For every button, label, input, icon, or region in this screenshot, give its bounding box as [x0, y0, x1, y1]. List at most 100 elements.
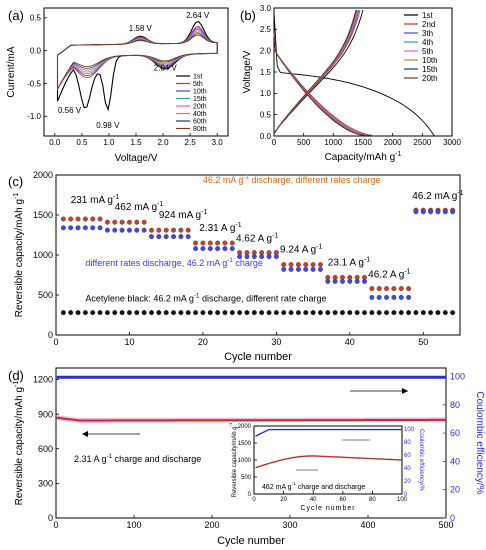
panel-c-red-point — [75, 216, 81, 222]
panel-c-blue-point — [104, 227, 110, 233]
panel-d-inset-y2-tick-label: 0 — [404, 492, 408, 498]
panel-c-rate-label: 462 mA g-1 — [115, 201, 164, 213]
panel-d-inset-y-tick-label: 0 — [248, 492, 252, 498]
panel-c-rate-label: 46.2 mA g-1 — [412, 190, 463, 202]
panel-c-blue-point — [193, 246, 199, 252]
panel-a-cv-curves: (a) 0.0 0.5 1.0 1.5 2.0 2.5 3.0 0.5 0.0 -0.5 -1.0 Vo… — [6, 7, 229, 164]
panel-c-black-point — [149, 310, 154, 316]
panel-b-legend-label: 20th — [422, 74, 438, 83]
panel-b-charge-15th — [273, 9, 357, 135]
panel-d-x-tick-label: 100 — [126, 520, 141, 530]
panel-c-black-point — [75, 310, 81, 316]
panel-a-legend-label: 1st — [193, 74, 202, 81]
panel-b-y-tick-label: 1.0 — [260, 89, 272, 98]
panel-d-arrow-left-head — [82, 431, 88, 437]
panel-c-black-point — [82, 310, 88, 316]
panel-b-charge-discharge: (b) 0 500 1000 1500 2000 2500 3000 0.0 0.5 1.0 1.5 2… — [240, 4, 461, 163]
panel-a-legend-label: 40th — [193, 111, 207, 118]
panel-b-y-tick-label: 2.5 — [260, 25, 272, 34]
panel-c-black-point — [244, 310, 250, 316]
panel-c-black-point — [295, 310, 301, 316]
panel-b-legend-label: 3th — [422, 29, 433, 38]
panel-c-y-tick-label: 0 — [48, 330, 53, 340]
panel-c-black-point — [413, 310, 419, 316]
panel-b-ylabel: Voltage/V — [242, 50, 253, 93]
panel-c-blue-point — [141, 227, 147, 233]
panel-d-y2-tick-label: 60 — [450, 428, 460, 438]
panel-d-x-tick-label: 400 — [360, 520, 375, 530]
panel-c-blue-point — [134, 227, 140, 233]
panel-a-annotation: 2.64 V — [186, 11, 210, 20]
panel-c-blue-point — [347, 278, 353, 284]
panel-c-x-tick-label: 10 — [124, 337, 134, 347]
panel-a-x-tick-label: 1.0 — [103, 138, 115, 147]
panel-b-x-tick-label: 1500 — [354, 138, 372, 147]
panel-b-discharge-2nd — [273, 33, 372, 136]
panel-c-y-tick-label: 2000 — [33, 170, 53, 180]
panel-b-legend-label: 5th — [422, 47, 433, 56]
panel-d-inset-y2-tick-label: 20 — [404, 479, 411, 485]
panel-c-black-point — [259, 310, 265, 316]
panel-b-legend-label: 2nd — [422, 20, 435, 29]
panel-c-blue-point — [281, 266, 287, 272]
panel-c-black-point — [420, 310, 426, 316]
panel-c-rate-label: 4.62 A g-1 — [236, 232, 278, 244]
panel-a-letter: (a) — [8, 8, 24, 23]
panel-c-black-point — [428, 310, 434, 316]
panel-c-black-point — [60, 310, 66, 316]
panel-c-letter: (c) — [8, 174, 23, 189]
panel-d-arrow-right-head — [402, 388, 408, 394]
panel-a-annotation: 0.98 V — [96, 121, 120, 130]
panel-c-black-point — [281, 310, 287, 316]
panel-d-inset-x-tick-label: 0 — [252, 497, 256, 503]
panel-c-red-point — [127, 219, 132, 225]
panel-d-x-tick-label: 500 — [438, 520, 453, 530]
panel-c-black-point — [362, 310, 367, 316]
panel-c-blue-point — [119, 227, 125, 233]
panel-d-inset-x-tick-label: 80 — [369, 497, 376, 503]
panel-d-y2-tick-label: 0 — [450, 513, 455, 523]
panel-c-blue-point — [442, 209, 448, 215]
panel-b-legend-label: 15th — [422, 65, 438, 74]
panel-c-blue-point — [413, 209, 419, 215]
panel-c-red-point — [317, 262, 323, 268]
panel-c-blue-point — [244, 254, 250, 260]
panel-c-blue-point — [82, 225, 88, 231]
panel-b-x-tick-label: 1000 — [324, 138, 342, 147]
panel-d-ylabel: Reversible capacity/mAh g-1 — [13, 381, 25, 506]
panel-b-discharge-1st — [273, 12, 435, 136]
panel-c-black-point — [369, 310, 375, 316]
panel-d-inset-x-tick-label: 60 — [339, 497, 346, 503]
panel-d-inset-y2-tick-label: 80 — [404, 440, 411, 446]
panel-d-xlabel: Cycle number — [217, 535, 285, 547]
panel-c-blue-point — [90, 225, 96, 231]
panel-c-black-point — [156, 310, 162, 316]
panel-b-x-tick-label: 0 — [272, 138, 277, 147]
panel-c-red-point — [376, 286, 382, 292]
panel-a-annotation: 0.56 V — [58, 106, 82, 115]
panel-c-rate-label: 2.31 A g-1 — [199, 222, 241, 234]
panel-d-y-tick-label: 0 — [48, 513, 53, 523]
panel-d-y2-tick-label: 100 — [450, 371, 465, 381]
panel-a-annotation: 1.58 V — [129, 24, 153, 33]
panel-d-inset-y2-tick-label: 60 — [404, 453, 411, 459]
panel-c-red-point — [303, 262, 309, 268]
panel-d-inset-y-tick-label: 1500 — [238, 441, 252, 447]
panel-c-black-point — [317, 310, 323, 316]
panel-c-black-point — [325, 310, 331, 316]
panel-c-black-point — [237, 310, 243, 316]
panel-c-x-tick-label: 30 — [271, 337, 281, 347]
panel-c-red-point — [310, 262, 316, 268]
panel-d-long-cycling: (d)0 100 200 300 400 500030060090012000204060… — [8, 367, 485, 547]
panel-c-blue-point — [435, 209, 441, 215]
panel-c-red-point — [229, 240, 235, 246]
panel-c-red-point — [149, 227, 154, 233]
panel-c-black-point — [141, 310, 147, 316]
panel-c-rate-label: 9.24 A g-1 — [280, 244, 322, 256]
panel-a-legend-label: 80th — [193, 126, 207, 133]
panel-d-inset-efficiency-line — [255, 428, 402, 437]
panel-c-blue-point — [310, 266, 316, 272]
panel-a-annotation: 2.04 V — [154, 63, 178, 72]
